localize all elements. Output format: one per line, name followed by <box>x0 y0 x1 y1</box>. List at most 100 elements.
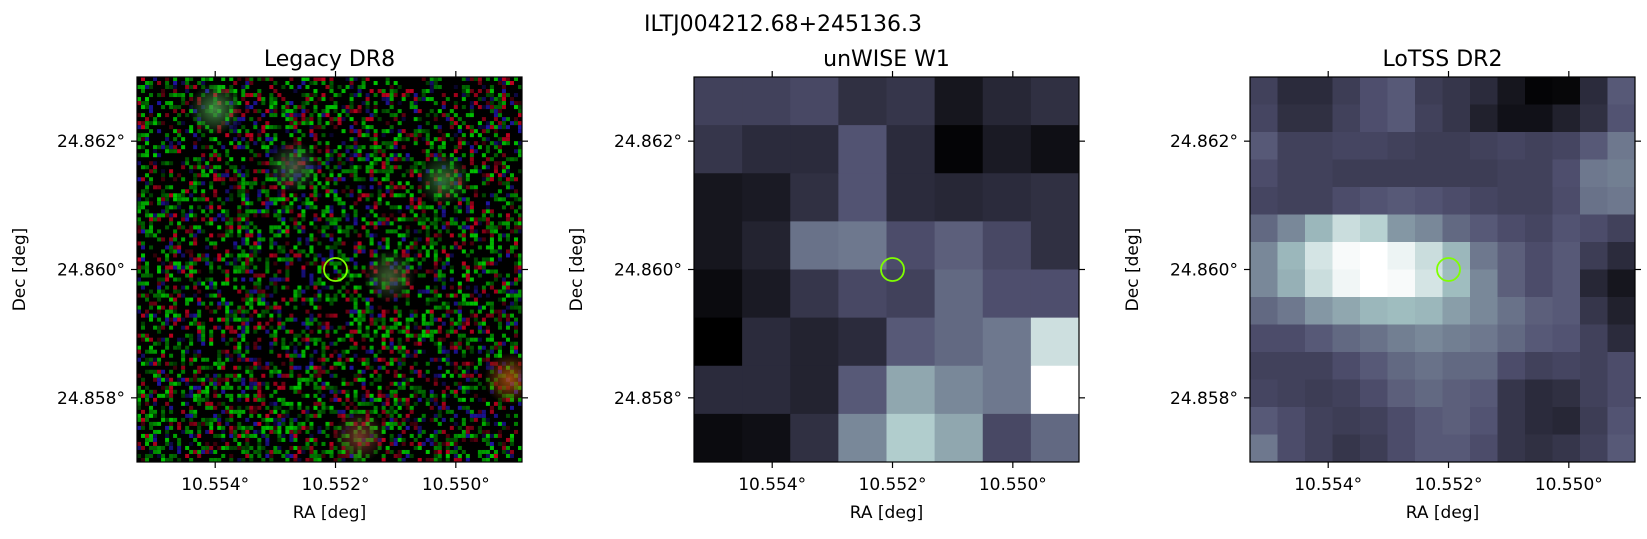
pixel <box>445 361 450 366</box>
pixel <box>465 317 470 322</box>
pixel <box>405 337 410 342</box>
heatmap-cell <box>1360 324 1389 353</box>
pixel <box>453 369 458 374</box>
pixel <box>457 145 462 150</box>
pixel <box>277 229 282 234</box>
pixel <box>149 433 154 438</box>
pixel <box>329 397 334 402</box>
heatmap-cell <box>694 365 743 415</box>
pixel <box>453 329 458 334</box>
pixel <box>169 333 174 338</box>
pixel <box>253 141 258 146</box>
pixel <box>465 293 470 298</box>
pixel <box>217 433 222 438</box>
pixel <box>433 445 438 450</box>
pixel <box>297 129 302 134</box>
pixel <box>213 309 218 314</box>
pixel <box>249 137 254 142</box>
pixel <box>301 377 306 382</box>
pixel <box>241 181 246 186</box>
pixel <box>301 229 306 234</box>
pixel <box>157 145 162 150</box>
pixel <box>145 141 150 146</box>
pixel <box>205 277 210 282</box>
pixel <box>301 337 306 342</box>
pixel <box>453 241 458 246</box>
pixel <box>369 249 374 254</box>
pixel <box>401 237 406 242</box>
pixel <box>257 89 262 94</box>
pixel <box>505 337 510 342</box>
pixel <box>153 313 158 318</box>
pixel <box>145 185 150 190</box>
pixel <box>329 81 334 86</box>
pixel <box>517 197 522 202</box>
pixel <box>489 445 494 450</box>
pixel <box>261 181 266 186</box>
pixel <box>297 137 302 142</box>
pixel <box>445 113 450 118</box>
pixel <box>157 309 162 314</box>
pixel <box>245 269 250 274</box>
pixel <box>249 365 254 370</box>
pixel <box>329 153 334 158</box>
heatmap-cell <box>1250 187 1279 216</box>
pixel <box>169 265 174 270</box>
pixel <box>517 169 522 174</box>
pixel <box>453 445 458 450</box>
pixel <box>385 361 390 366</box>
pixel <box>377 145 382 150</box>
pixel <box>241 165 246 170</box>
pixel <box>321 209 326 214</box>
pixel <box>505 225 510 230</box>
pixel <box>189 213 194 218</box>
pixel <box>465 77 470 82</box>
heatmap-cell <box>982 125 1032 174</box>
pixel <box>517 129 522 134</box>
pixel <box>413 137 418 142</box>
pixel <box>249 221 254 226</box>
pixel <box>317 181 322 186</box>
pixel <box>513 197 518 202</box>
pixel <box>365 401 370 406</box>
heatmap-cell <box>1387 104 1416 133</box>
pixel <box>169 425 174 430</box>
pixel <box>277 93 282 98</box>
pixel <box>381 453 386 458</box>
pixel <box>497 221 502 226</box>
pixel <box>149 225 154 230</box>
pixel <box>261 129 266 134</box>
pixel <box>497 77 502 82</box>
heatmap-cell <box>1030 77 1079 126</box>
pixel <box>469 433 474 438</box>
pixel <box>229 301 234 306</box>
pixel <box>165 161 170 166</box>
pixel <box>141 425 146 430</box>
pixel <box>497 173 502 178</box>
pixel <box>173 109 178 114</box>
pixel <box>285 257 290 262</box>
pixel <box>313 133 318 138</box>
pixel <box>161 353 166 358</box>
pixel <box>497 97 502 102</box>
pixel <box>441 245 446 250</box>
pixel <box>257 393 262 398</box>
heatmap-cell <box>1470 77 1499 106</box>
pixel <box>365 393 370 398</box>
pixel <box>205 421 210 426</box>
pixel <box>229 309 234 314</box>
pixel <box>405 229 410 234</box>
heatmap-cell <box>1305 242 1334 271</box>
pixel <box>145 333 150 338</box>
pixel <box>281 113 286 118</box>
pixel <box>341 365 346 370</box>
pixel <box>369 153 374 158</box>
pixel <box>245 85 250 90</box>
pixel <box>393 373 398 378</box>
pixel <box>317 265 322 270</box>
pixel <box>221 453 226 458</box>
pixel <box>349 105 354 110</box>
pixel <box>265 213 270 218</box>
pixel <box>437 337 442 342</box>
pixel <box>141 417 146 422</box>
